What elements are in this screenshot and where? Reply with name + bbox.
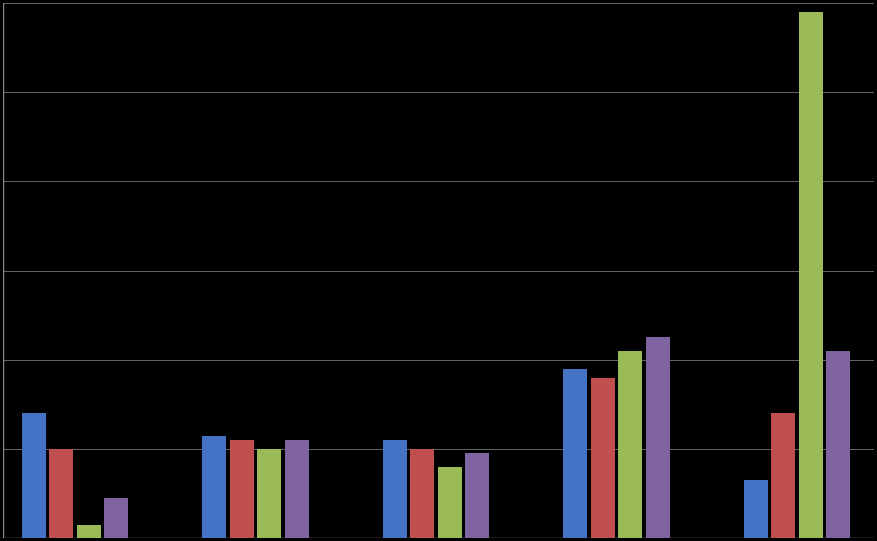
Bar xyxy=(826,351,850,538)
Bar xyxy=(285,440,309,538)
Bar xyxy=(22,413,46,538)
Bar xyxy=(465,453,489,538)
Bar xyxy=(645,338,670,538)
Bar xyxy=(618,351,642,538)
Bar xyxy=(590,378,615,538)
Bar xyxy=(410,449,434,538)
Bar xyxy=(202,436,226,538)
Bar xyxy=(49,449,74,538)
Bar xyxy=(230,440,253,538)
Bar xyxy=(563,368,588,538)
Bar xyxy=(799,12,823,538)
Bar xyxy=(382,440,407,538)
Bar xyxy=(257,449,282,538)
Bar xyxy=(771,413,795,538)
Bar xyxy=(744,480,767,538)
Bar xyxy=(76,525,101,538)
Bar xyxy=(104,498,128,538)
Bar xyxy=(438,467,462,538)
